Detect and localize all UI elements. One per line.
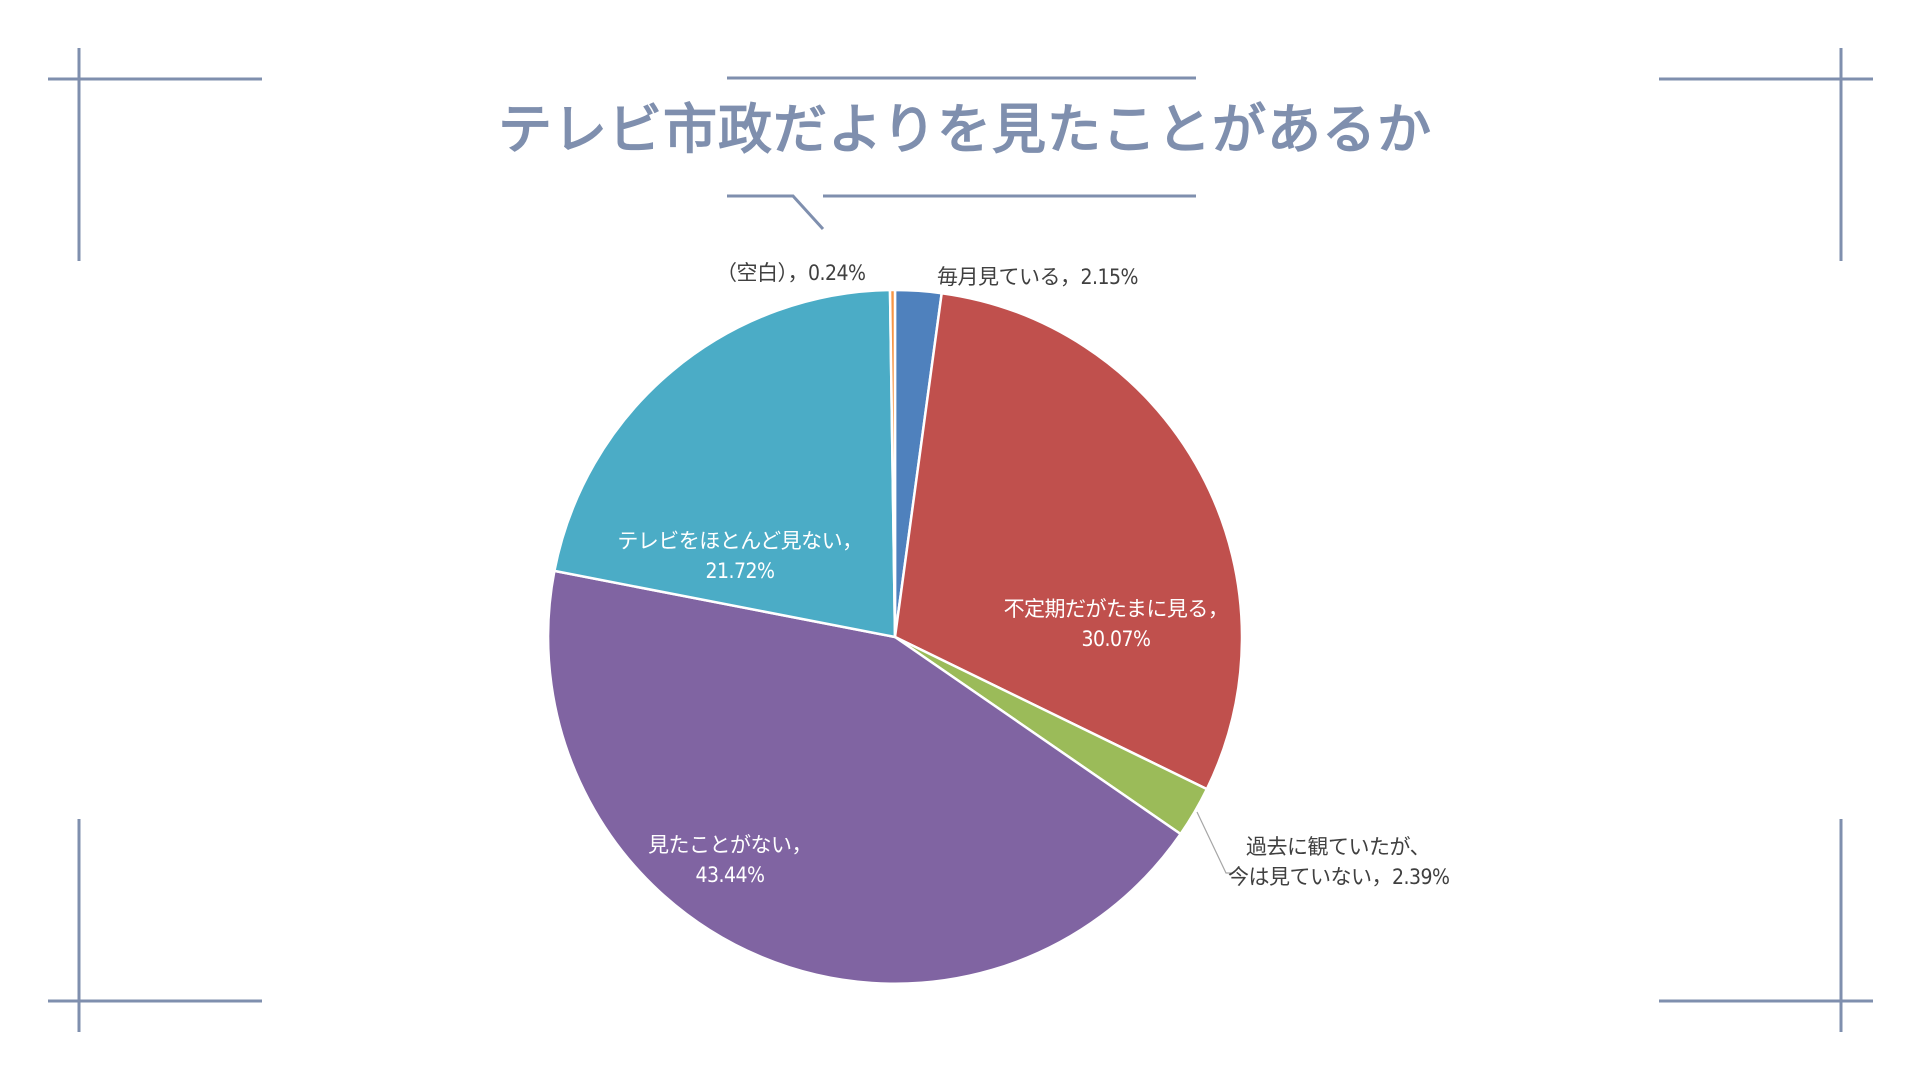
data-label-blank-text: （空白），0.24% (716, 261, 866, 285)
data-label-rarely-tv-name: テレビをほとんど見ない， (617, 529, 863, 553)
data-label-irregular-name: 不定期だがたまに見る， (1003, 597, 1229, 621)
data-label-past: 過去に観ていたが、 今は見ていない，2.39% (1228, 832, 1450, 892)
pie-chart (546, 288, 1244, 985)
pie-slice-rarely-tv (553, 288, 897, 639)
data-label-monthly-text: 毎月見ている，2.15% (937, 265, 1139, 289)
data-label-blank: （空白），0.24% (716, 258, 866, 288)
data-label-past-line2: 今は見ていない，2.39% (1228, 865, 1450, 889)
data-label-never: 見たことがない， 43.44% (620, 830, 840, 890)
title-bracket (727, 76, 1196, 231)
pie-slice-never (546, 569, 1182, 985)
data-label-irregular: 不定期だがたまに見る， 30.07% (976, 594, 1256, 654)
corner-marks (48, 48, 1873, 1032)
data-label-monthly: 毎月見ている，2.15% (937, 262, 1139, 292)
pie-slice-irregular (893, 291, 1244, 791)
data-label-past-line1: 過去に観ていたが、 (1246, 835, 1431, 859)
chart-title: テレビ市政だよりを見たことがあるか (498, 98, 1432, 161)
data-label-never-value: 43.44% (695, 863, 765, 887)
title-bracket-tail (727, 194, 825, 231)
data-label-irregular-value: 30.07% (1081, 627, 1151, 651)
pie-slice-blank (888, 288, 897, 639)
data-label-rarely-tv: テレビをほとんど見ない， 21.72% (590, 526, 890, 586)
leader-line-past (1196, 811, 1232, 874)
data-label-rarely-tv-value: 21.72% (705, 559, 775, 583)
data-label-never-name: 見たことがない， (648, 833, 813, 857)
